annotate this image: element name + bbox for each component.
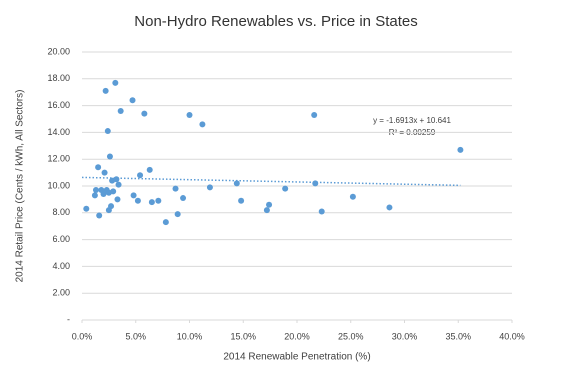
point (349, 193, 356, 200)
point (108, 203, 115, 210)
point (172, 185, 179, 192)
point (206, 184, 213, 191)
y-axis-title: 2014 Retail Price (Cents / kWh, All Sect… (15, 90, 26, 283)
point (311, 111, 318, 118)
point (106, 153, 113, 160)
x-tick-label: 40.0% (499, 331, 525, 341)
chart-title: Non-Hydro Renewables vs. Price in States (134, 13, 417, 30)
point (233, 180, 240, 187)
point (91, 192, 98, 199)
point (238, 197, 245, 204)
point (100, 191, 107, 198)
point (155, 197, 162, 204)
trendline-equation: y = -1.6913x + 10.641 (373, 116, 451, 125)
point (312, 180, 319, 187)
point (130, 192, 137, 199)
y-tick-label: 14.00 (47, 127, 70, 137)
trendline (81, 176, 461, 187)
point (263, 207, 270, 214)
y-tick-label: 6.00 (52, 234, 70, 244)
point (146, 166, 153, 173)
point (112, 79, 119, 86)
point (102, 87, 109, 94)
point (162, 219, 169, 226)
point (117, 107, 124, 114)
y-tick-label: 10.00 (47, 180, 70, 190)
x-tick-label: 30.0% (392, 331, 418, 341)
point (141, 110, 148, 117)
x-tick-label: 20.0% (284, 331, 310, 341)
x-tick-label: 0.0% (72, 331, 93, 341)
point (134, 197, 141, 204)
point (110, 188, 117, 195)
y-tick-label: 18.00 (47, 73, 70, 83)
y-tick-label: 12.00 (47, 154, 70, 164)
point (95, 164, 102, 171)
x-tick-label: 10.0% (177, 331, 203, 341)
y-tick-label: 8.00 (52, 207, 70, 217)
x-tick-label: 15.0% (230, 331, 256, 341)
point (186, 111, 193, 118)
y-tick-label: - (67, 314, 70, 324)
x-tick-label: 35.0% (445, 331, 471, 341)
point (457, 146, 464, 153)
point (114, 196, 121, 203)
point (113, 176, 120, 183)
point (282, 185, 289, 192)
y-tick-label: 2.00 (52, 288, 70, 298)
x-tick-label: 25.0% (338, 331, 364, 341)
point (266, 201, 273, 208)
x-tick-label: 5.0% (125, 331, 146, 341)
point (96, 212, 103, 219)
point (180, 195, 187, 202)
point (101, 169, 108, 176)
y-tick-label: 20.00 (47, 46, 70, 56)
point (137, 172, 144, 179)
point (318, 208, 325, 215)
point (92, 187, 99, 194)
point (129, 97, 136, 104)
y-tick-label: 4.00 (52, 261, 70, 271)
point (174, 211, 181, 218)
point (148, 199, 155, 206)
x-axis-title: 2014 Renewable Penetration (%) (223, 352, 370, 363)
y-tick-label: 16.00 (47, 100, 70, 110)
point (115, 181, 122, 188)
point (83, 205, 90, 212)
point (386, 204, 393, 211)
point (199, 121, 206, 128)
point (104, 128, 111, 135)
